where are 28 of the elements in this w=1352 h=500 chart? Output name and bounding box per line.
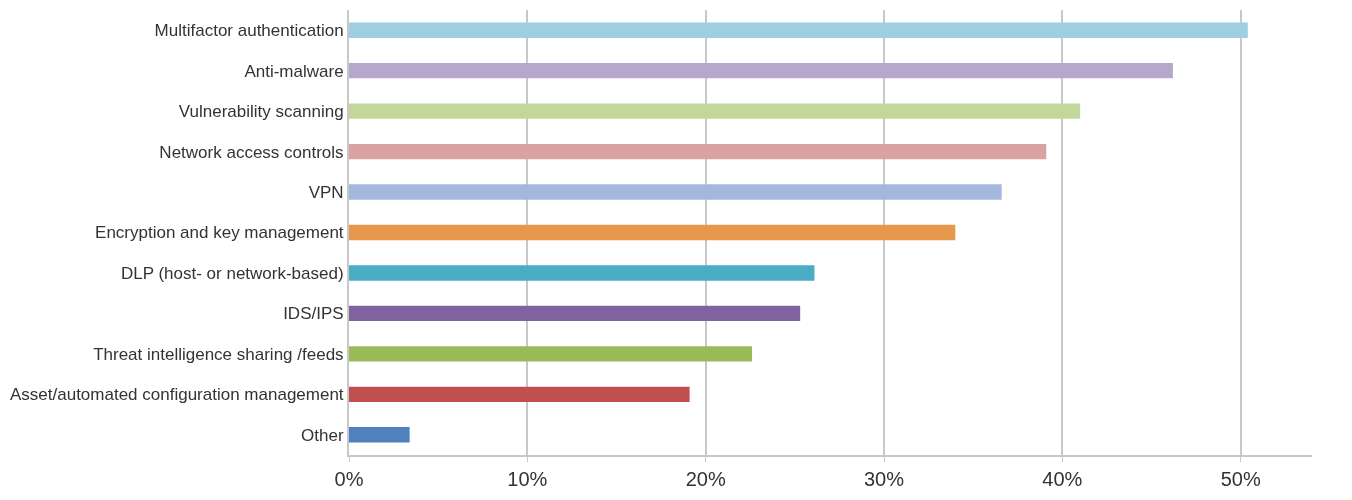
y-tick-label: Asset/automated configuration management: [10, 385, 344, 405]
bar: [349, 386, 690, 402]
bar: [349, 224, 956, 241]
bar: [349, 184, 1002, 200]
y-tick-label: Other: [301, 425, 344, 445]
x-tick-label: 50%: [1220, 468, 1261, 490]
y-tick-label: IDS/IPS: [283, 304, 344, 324]
bar: [349, 427, 410, 443]
bar: [349, 265, 815, 281]
bar: [349, 22, 1248, 38]
bar: [349, 63, 1173, 79]
x-tick-label: 40%: [1042, 468, 1083, 490]
y-tick-label: Multifactor authentication: [154, 21, 344, 41]
y-tick-label: Vulnerability scanning: [178, 102, 344, 122]
y-tick-label: Encryption and key management: [95, 223, 344, 243]
bar: [349, 305, 801, 322]
y-tick-label: VPN: [308, 183, 344, 202]
bar: [349, 143, 1047, 160]
y-tick-label: Network access controls: [159, 142, 344, 162]
bar: [349, 346, 753, 362]
y-tick-label: DLP (host- or network-based): [120, 263, 344, 283]
x-tick-label: 30%: [863, 468, 905, 490]
x-tick-label: 20%: [685, 468, 726, 490]
y-tick-label: Threat intelligence sharing /feeds: [93, 344, 344, 364]
y-tick-label: Anti-malware: [244, 61, 344, 81]
x-tick-label: 0%: [334, 468, 364, 490]
x-tick-label: 10%: [507, 468, 548, 490]
bar: [349, 103, 1081, 119]
